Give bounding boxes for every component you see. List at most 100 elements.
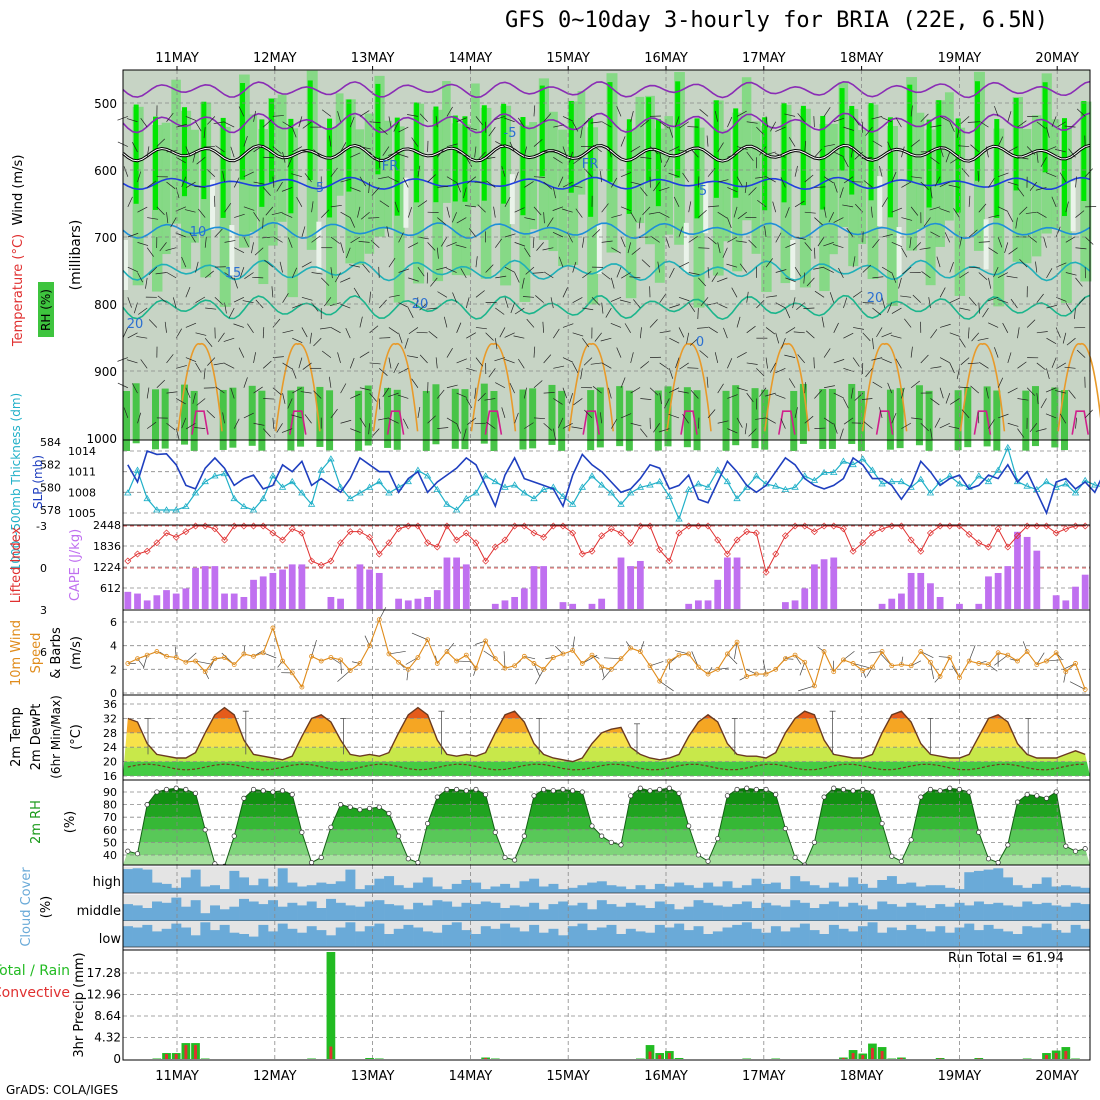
- wind-barb: [254, 247, 264, 256]
- rh-point: [502, 854, 508, 861]
- rh-contour-fill: [635, 96, 645, 224]
- wind-barb: [912, 242, 922, 251]
- pressure-tick-label: 600: [94, 164, 117, 178]
- wind-barb: [184, 209, 196, 213]
- cape-bar: [240, 596, 248, 609]
- rh-point: [608, 839, 614, 845]
- cloud-bar-low: [877, 932, 888, 947]
- wind-barb: [446, 206, 450, 218]
- thickness-point: [249, 506, 258, 513]
- cloud-bar-low: [654, 924, 665, 947]
- cape-bar: [559, 602, 567, 609]
- wind-barb: [1026, 319, 1036, 328]
- date-label-top: 17MAY: [742, 51, 786, 66]
- lifted-index-point: [617, 529, 625, 537]
- rh-point: [299, 829, 305, 835]
- cloud-bar-low: [132, 927, 143, 947]
- wind-barb: [688, 201, 692, 213]
- wind-barb: [181, 417, 187, 429]
- cloud-bar-high: [403, 887, 414, 893]
- rh-point: [473, 786, 479, 793]
- wind-barb: [159, 242, 167, 252]
- rh-tick-label: 80: [103, 799, 117, 812]
- cloud-bar-high: [248, 885, 259, 893]
- temp-contour-25: [470, 343, 517, 432]
- wind-barb: [446, 176, 457, 183]
- rh-contour-fill: [588, 118, 594, 217]
- wind-speed-point: [550, 655, 556, 660]
- lifted-index-point: [414, 522, 422, 530]
- wind-barb: [170, 217, 177, 228]
- cloud-bar-high: [355, 889, 366, 893]
- wind-barb: [185, 116, 197, 121]
- thickness-point: [230, 494, 238, 502]
- convective-side-label: Convective: [0, 985, 70, 1001]
- precip-total-bar: [674, 1058, 684, 1059]
- wind-barb: [456, 392, 467, 398]
- cape-bar: [733, 557, 741, 609]
- wind-barb: [930, 398, 940, 406]
- wind10m-barb: [411, 632, 428, 641]
- rh-contour-fill: [248, 385, 256, 446]
- wind-barb: [194, 185, 206, 188]
- cape-bar: [898, 593, 905, 609]
- wind-barb: [846, 227, 854, 238]
- wind-barb: [959, 337, 966, 348]
- rh-point: [1043, 795, 1050, 801]
- wind-barb: [649, 387, 659, 396]
- wind-speed-point: [164, 653, 169, 659]
- wind-barb: [514, 412, 519, 424]
- lifted-index-point: [723, 550, 731, 558]
- wind-speed-point: [454, 658, 460, 664]
- precip-convective-bar: [658, 1055, 662, 1059]
- wind-barb: [573, 156, 583, 165]
- rh-contour-fill: [558, 129, 568, 267]
- rh-contour-fill: [258, 390, 266, 451]
- wind-speed-point: [531, 661, 537, 666]
- wind-barb: [272, 115, 284, 117]
- temperature-side-label: Temperature (°C): [11, 234, 26, 347]
- precip-convective-bar: [1054, 1053, 1058, 1059]
- wind-speed-point: [995, 650, 1001, 656]
- wind-speed-point: [579, 661, 585, 666]
- wind-barb: [717, 179, 729, 183]
- rh-contour-fill: [384, 120, 393, 230]
- wind-barb: [780, 418, 786, 429]
- wind-barb: [166, 212, 169, 224]
- wind-speed-point: [570, 648, 576, 653]
- lifted-index-point: [675, 529, 683, 537]
- cloud-bar-low: [355, 931, 366, 947]
- temp-contour-30: [386, 410, 405, 435]
- thickness-point: [336, 483, 345, 490]
- wind-speed-point: [918, 649, 924, 654]
- wind-barb: [446, 384, 458, 389]
- rh-contour-fill: [936, 100, 942, 184]
- wind-speed-point: [289, 670, 295, 676]
- wind-barb: [514, 272, 520, 283]
- cloud-bar-middle: [413, 902, 424, 921]
- precip-total-bar: [365, 1058, 374, 1059]
- cloud-bar-high: [1080, 887, 1091, 893]
- wind-barb: [891, 412, 897, 424]
- wind-barb: [253, 422, 265, 426]
- temp-contour-label: FR: [382, 159, 399, 174]
- cape-bar: [395, 598, 402, 609]
- wind10m-barb: [707, 666, 713, 675]
- wind-barb: [532, 236, 535, 248]
- wind-barb: [276, 423, 283, 433]
- cloud-bar-middle: [1070, 902, 1081, 921]
- wind-barb: [349, 264, 360, 268]
- rh-point: [134, 851, 141, 857]
- wind-barb: [969, 266, 981, 269]
- wind-barb: [881, 266, 892, 274]
- wind-barb: [123, 166, 129, 177]
- wind-barb: [368, 182, 370, 194]
- rh-point: [869, 789, 875, 795]
- wind-speed-point: [1015, 658, 1020, 664]
- wind-barb: [804, 382, 807, 394]
- wind-barb: [1045, 413, 1057, 419]
- rh-contour-fill: [596, 387, 604, 448]
- wind-barb: [659, 151, 662, 163]
- wind-speed-point: [193, 658, 198, 664]
- wind-barb: [677, 390, 689, 394]
